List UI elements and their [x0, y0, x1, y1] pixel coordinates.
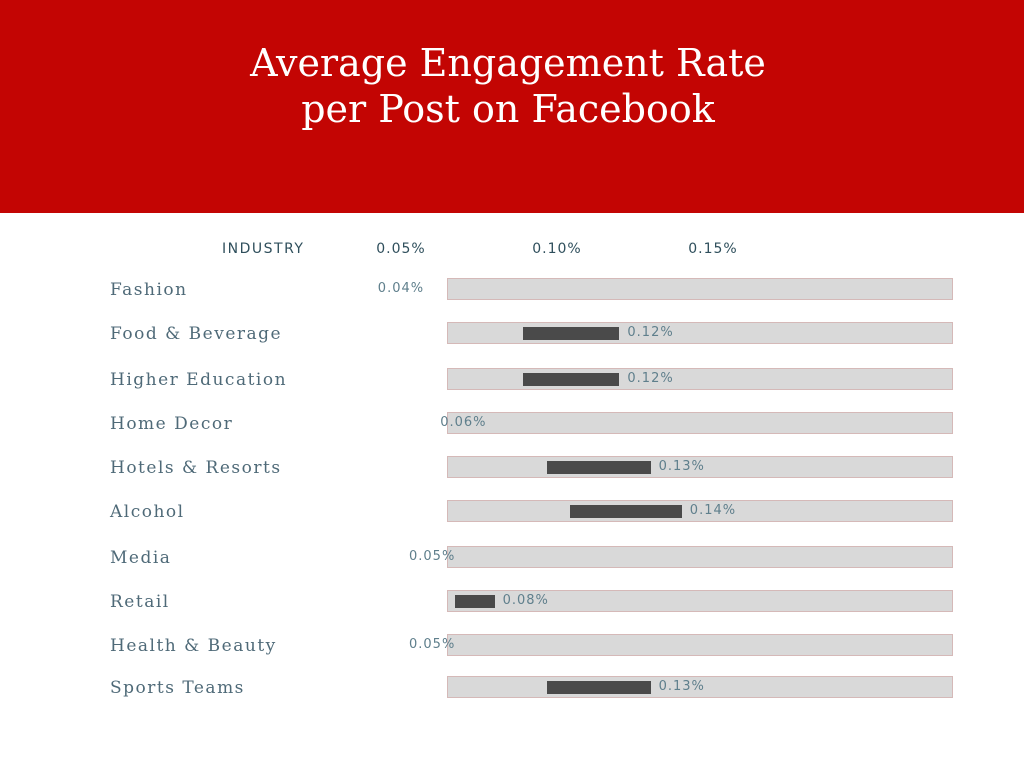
title-line-1: Average Engagement Rate	[250, 41, 766, 85]
x-tick-label: 0.15%	[688, 241, 738, 257]
value-label: 0.08%	[502, 593, 549, 608]
bar	[523, 373, 620, 386]
value-label: 0.13%	[658, 679, 705, 694]
bar-track	[447, 590, 953, 612]
bar	[546, 681, 651, 694]
industry-label: Alcohol	[110, 502, 185, 522]
industry-label: Retail	[110, 592, 170, 612]
bar	[455, 595, 495, 608]
industry-label: Food & Beverage	[110, 324, 283, 344]
industry-label: Fashion	[110, 280, 188, 300]
title-line-2: per Post on Facebook	[301, 87, 715, 131]
bar-track	[447, 634, 953, 656]
value-label: 0.04%	[377, 281, 425, 296]
bar-track	[447, 278, 953, 300]
industry-label: Health & Beauty	[110, 636, 277, 656]
header-banner: Average Engagement Rate per Post on Face…	[0, 0, 1024, 213]
chart-title: Average Engagement Rate per Post on Face…	[0, 40, 1016, 132]
value-label: 0.06%	[440, 415, 487, 430]
industry-label: Media	[110, 548, 172, 568]
bar-track	[447, 412, 953, 434]
industry-label: Sports Teams	[110, 678, 245, 698]
bar-track	[447, 546, 953, 568]
value-label: 0.14%	[689, 503, 737, 518]
industry-label: Hotels & Resorts	[110, 458, 282, 478]
industry-column-header: INDUSTRY	[222, 241, 305, 257]
value-label: 0.12%	[627, 325, 674, 340]
bar	[546, 461, 651, 474]
value-label: 0.05%	[409, 637, 456, 652]
bar	[569, 505, 682, 518]
value-label: 0.05%	[409, 549, 456, 564]
value-label: 0.12%	[627, 371, 674, 386]
bar	[523, 327, 620, 340]
industry-label: Home Decor	[110, 414, 234, 434]
x-tick-label: 0.10%	[532, 241, 582, 257]
x-tick-label: 0.05%	[376, 241, 426, 257]
value-label: 0.13%	[658, 459, 705, 474]
industry-label: Higher Education	[110, 370, 288, 390]
